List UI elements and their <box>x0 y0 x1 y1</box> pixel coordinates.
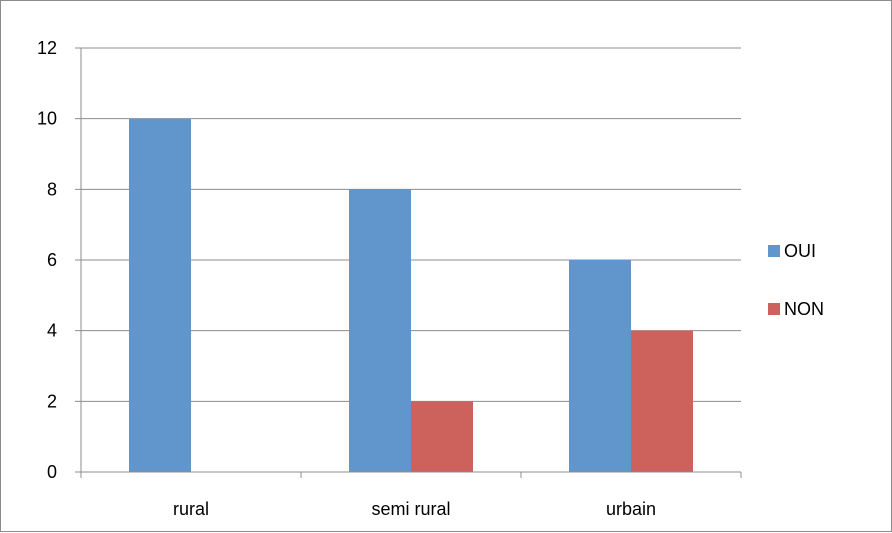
y-tick-label: 0 <box>47 462 57 482</box>
x-tick-label: urbain <box>606 499 656 519</box>
legend-label-non: NON <box>784 299 824 319</box>
x-tick-label: semi rural <box>371 499 450 519</box>
legend-swatch-non <box>768 303 780 315</box>
x-axis-tick-labels: rural semi rural urbain <box>173 499 656 519</box>
bar-oui-rural <box>129 118 191 473</box>
y-axis-tick-labels: 0 2 4 6 8 10 12 <box>37 38 57 482</box>
axes <box>75 47 742 478</box>
y-tick-label: 6 <box>47 250 57 270</box>
bar-oui-urbain <box>569 260 631 472</box>
y-tick-label: 12 <box>37 38 57 58</box>
y-tick-label: 2 <box>47 391 57 411</box>
legend-label-oui: OUI <box>784 241 816 261</box>
y-tick-label: 8 <box>47 179 57 199</box>
bar-oui-semi-rural <box>349 189 411 473</box>
bar-non-semi-rural <box>411 401 473 472</box>
bars <box>129 118 693 473</box>
y-tick-label: 4 <box>47 321 57 341</box>
bar-non-urbain <box>631 330 693 472</box>
x-tick-label: rural <box>173 499 209 519</box>
legend-swatch-oui <box>768 245 780 257</box>
y-tick-label: 10 <box>37 109 57 129</box>
legend: OUI NON <box>768 241 824 319</box>
